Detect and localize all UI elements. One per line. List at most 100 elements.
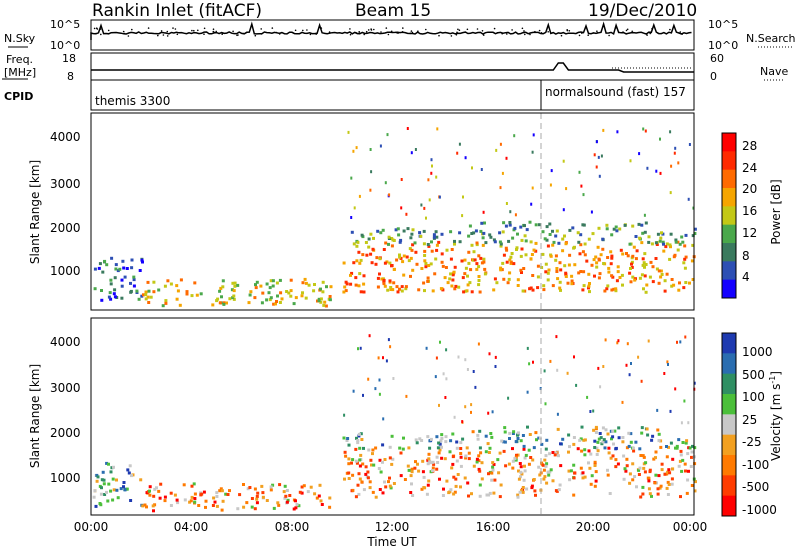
heatmap-cell xyxy=(272,506,276,510)
heatmap-cell xyxy=(370,170,373,174)
velocity-ylabel: Slant Range [km] xyxy=(28,364,42,468)
heatmap-cell xyxy=(464,456,468,460)
colorbar-frame xyxy=(721,132,737,299)
noise-dot xyxy=(203,27,206,30)
heatmap-cell xyxy=(545,438,549,442)
heatmap-cell xyxy=(508,223,512,227)
noise-dot xyxy=(631,30,633,33)
heatmap-cell xyxy=(682,286,686,290)
heatmap-cell xyxy=(656,408,659,412)
noise-dot xyxy=(578,34,581,37)
heatmap-cell xyxy=(634,440,638,444)
heatmap-cell xyxy=(519,225,523,229)
heatmap-cell xyxy=(423,249,427,253)
power-cbar-tick-8: 8 xyxy=(742,249,750,263)
noise-dot xyxy=(166,35,169,37)
heatmap-cell xyxy=(508,258,512,262)
heatmap-cell xyxy=(551,229,554,233)
heatmap-cell xyxy=(543,458,547,462)
heatmap-cell xyxy=(328,295,332,298)
heatmap-cell xyxy=(371,452,374,456)
noise-dot xyxy=(213,31,216,34)
noise-dot xyxy=(123,32,126,35)
heatmap-cell xyxy=(549,183,552,187)
velocity-cbar-tick-m500: -500 xyxy=(742,480,769,494)
heatmap-cell xyxy=(93,489,97,493)
heatmap-cell xyxy=(378,378,381,382)
heatmap-cell xyxy=(564,275,568,278)
heatmap-cell xyxy=(524,239,528,243)
heatmap-cell xyxy=(567,263,571,267)
heatmap-cell xyxy=(381,443,385,447)
heatmap-cell xyxy=(307,283,311,287)
heatmap-cell xyxy=(278,301,282,304)
heatmap-cell xyxy=(409,256,413,260)
heatmap-cell xyxy=(109,489,113,493)
heatmap-cell xyxy=(226,493,230,496)
heatmap-cell xyxy=(605,223,609,227)
heatmap-cell xyxy=(304,296,308,300)
heatmap-cell xyxy=(371,448,375,452)
heatmap-cell xyxy=(220,295,223,299)
heatmap-cell xyxy=(236,283,240,287)
heatmap-cell xyxy=(681,240,685,244)
heatmap-cell xyxy=(482,257,486,261)
colorbar-swatch xyxy=(722,169,736,189)
heatmap-cell xyxy=(581,476,585,480)
heatmap-cell xyxy=(114,263,118,267)
heatmap-cell xyxy=(430,240,433,244)
heatmap-cell xyxy=(570,282,574,286)
heatmap-cell xyxy=(450,284,454,288)
heatmap-cell xyxy=(466,283,470,287)
heatmap-cell xyxy=(603,446,607,450)
noise-dot xyxy=(99,28,102,30)
heatmap-cell xyxy=(151,504,155,508)
heatmap-cell xyxy=(640,241,644,245)
heatmap-cell xyxy=(583,438,587,442)
heatmap-cell xyxy=(665,272,669,276)
heatmap-cell xyxy=(453,287,457,291)
heatmap-cell xyxy=(498,231,502,235)
heatmap-cell xyxy=(215,491,219,495)
heatmap-cell xyxy=(578,252,582,256)
heatmap-cell xyxy=(686,478,690,482)
heatmap-cell xyxy=(382,282,386,286)
heatmap-cell xyxy=(292,507,296,511)
heatmap-cell xyxy=(472,250,476,254)
noise-dot xyxy=(625,32,627,35)
heatmap-cell xyxy=(611,435,615,439)
heatmap-cell xyxy=(383,284,387,288)
heatmap-cell xyxy=(601,237,605,241)
heatmap-cell xyxy=(479,451,483,455)
noise-dot xyxy=(160,30,163,32)
heatmap-cell xyxy=(581,250,585,254)
heatmap-cell xyxy=(459,452,463,455)
noise-dot xyxy=(506,33,508,35)
heatmap-cell xyxy=(319,287,322,291)
colorbar-swatch xyxy=(722,224,736,244)
heatmap-cell xyxy=(442,487,445,491)
heatmap-cell xyxy=(520,271,523,274)
heatmap-cell xyxy=(411,494,415,497)
heatmap-cell xyxy=(193,492,197,496)
heatmap-cell xyxy=(367,237,371,241)
heatmap-cell xyxy=(216,297,220,301)
heatmap-cell xyxy=(657,439,661,443)
heatmap-cell xyxy=(383,261,387,265)
colorbar-swatch xyxy=(722,495,736,517)
heatmap-cell xyxy=(350,216,353,219)
heatmap-cell xyxy=(118,267,122,271)
heatmap-cell xyxy=(659,236,663,240)
heatmap-cell xyxy=(221,279,225,283)
power-cbar-tick-16: 16 xyxy=(742,204,757,218)
heatmap-cell xyxy=(218,489,222,493)
noise-dot xyxy=(417,30,419,32)
heatmap-cell xyxy=(384,241,388,245)
heatmap-cell xyxy=(155,486,158,490)
heatmap-cell xyxy=(674,446,677,450)
heatmap-cell xyxy=(107,295,111,299)
heatmap-cell xyxy=(441,264,445,268)
heatmap-cell xyxy=(508,431,512,435)
heatmap-cell xyxy=(545,225,549,229)
heatmap-cell xyxy=(518,490,522,494)
